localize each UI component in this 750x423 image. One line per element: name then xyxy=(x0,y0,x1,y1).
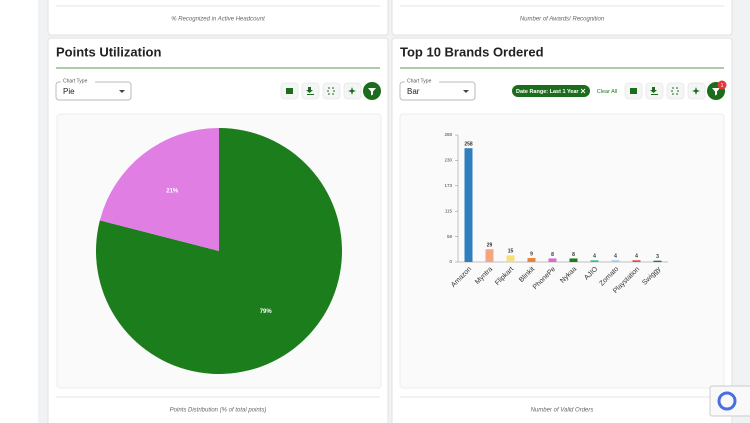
bar xyxy=(632,260,641,262)
chart-panel xyxy=(399,113,725,389)
icon xyxy=(368,88,376,96)
y-tick-label: 173 xyxy=(444,183,452,188)
slice-label: 21% xyxy=(166,188,179,194)
bar xyxy=(485,249,494,262)
bar-value-label: 8 xyxy=(572,252,575,258)
bar xyxy=(527,258,536,262)
icon xyxy=(630,88,637,94)
bar xyxy=(590,260,599,262)
icon xyxy=(712,88,720,96)
y-tick-label: 230 xyxy=(444,158,452,163)
card-title: Points Utilization xyxy=(56,44,162,59)
bar xyxy=(548,258,557,262)
fullscreen-button[interactable] xyxy=(322,82,341,100)
caption: Points Distribution (% of total points) xyxy=(170,408,267,414)
icon xyxy=(327,87,335,95)
card-title: Top 10 Brands Ordered xyxy=(400,44,544,59)
select-notch xyxy=(405,78,439,84)
bar-value-label: 8 xyxy=(551,252,554,258)
bar xyxy=(611,260,620,262)
icon xyxy=(692,87,700,95)
filter-chip[interactable] xyxy=(512,85,590,97)
chip-label: Date Range: Last 1 Year xyxy=(516,89,579,95)
card xyxy=(391,0,733,36)
bar-value-label: 29 xyxy=(487,243,493,249)
caret xyxy=(119,90,125,93)
fullscreen-button[interactable] xyxy=(666,82,685,100)
icon xyxy=(348,87,356,95)
y-tick-label: 58 xyxy=(447,234,453,239)
icon xyxy=(286,88,293,94)
bar-value-label: 258 xyxy=(464,142,473,148)
recaptcha-icon xyxy=(717,391,737,411)
icon xyxy=(650,87,658,95)
slice-label: 79% xyxy=(260,309,273,315)
caption: Number of Awards/ Recognition xyxy=(520,17,605,23)
pie-slice xyxy=(99,128,219,251)
y-tick-label: 288 xyxy=(444,132,452,137)
bar-value-label: 9 xyxy=(530,251,533,257)
select-notch xyxy=(61,78,95,84)
clear-all[interactable]: Clear All xyxy=(597,89,617,95)
bar-value-label: 15 xyxy=(508,249,514,255)
recaptcha[interactable] xyxy=(709,385,750,417)
select-value: Pie xyxy=(63,87,75,96)
select-label: Chart Type xyxy=(63,78,88,84)
badge xyxy=(717,80,727,90)
icon xyxy=(671,87,679,95)
caption: Number of Valid Orders xyxy=(531,408,594,414)
bar-value-label: 4 xyxy=(635,254,638,260)
card xyxy=(47,0,389,36)
badge-count: 1 xyxy=(720,83,723,89)
caption: % Recognized in Active Headcount xyxy=(171,17,265,23)
caret xyxy=(463,90,469,93)
chip-close[interactable] xyxy=(580,88,586,94)
bar-value-label: 4 xyxy=(593,254,596,260)
select-value: Bar xyxy=(407,87,420,96)
y-tick-label: 115 xyxy=(445,208,453,213)
y-tick-label: 0 xyxy=(449,259,452,264)
bar xyxy=(569,258,578,262)
sidebar xyxy=(0,0,38,423)
bar xyxy=(506,255,515,262)
bar xyxy=(653,260,662,262)
bar xyxy=(464,148,473,262)
bar-value-label: 3 xyxy=(656,254,659,260)
select-label: Chart Type xyxy=(407,78,432,84)
bar-value-label: 4 xyxy=(614,254,617,260)
icon xyxy=(306,87,314,95)
